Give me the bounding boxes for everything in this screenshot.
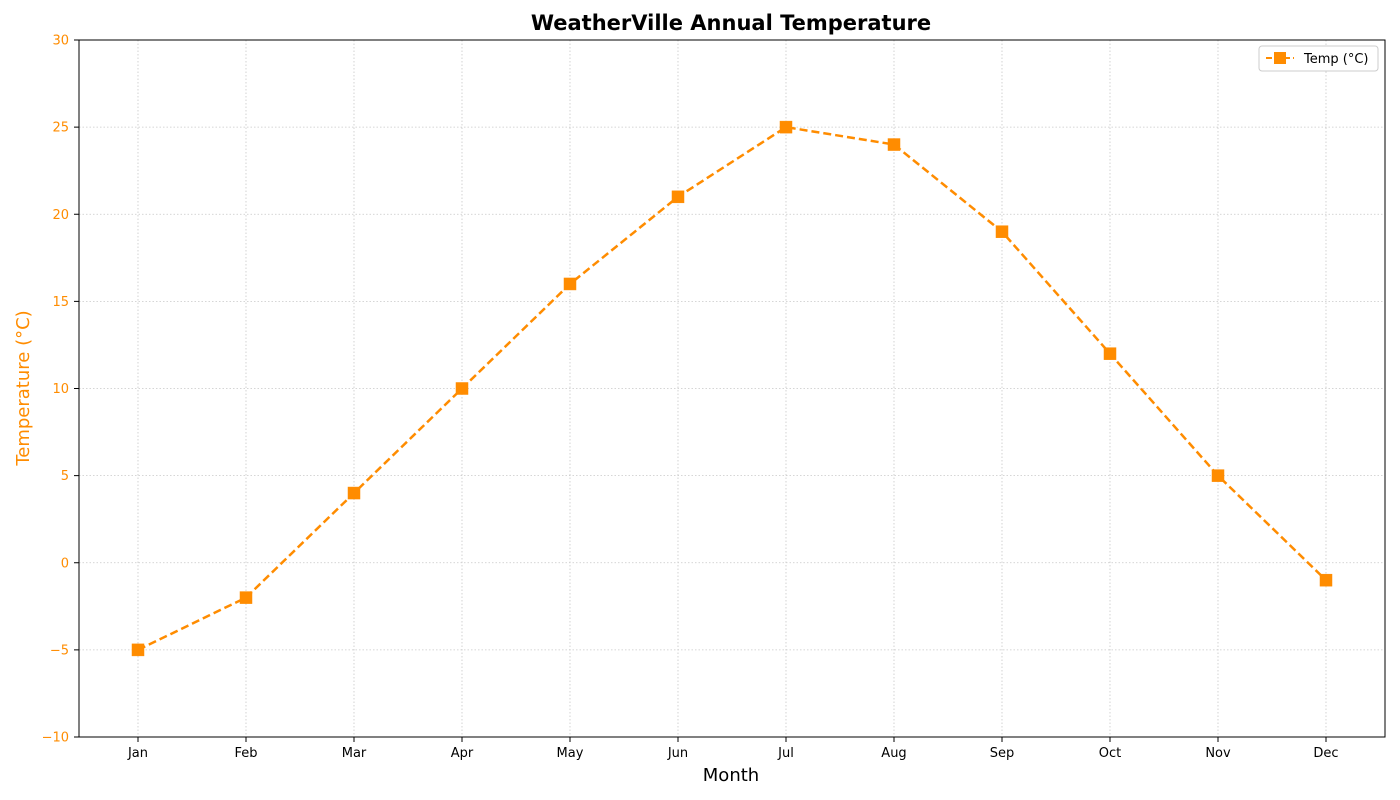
series-layer bbox=[131, 120, 1333, 657]
x-tick-label: Jan bbox=[127, 746, 148, 761]
data-point-jun bbox=[671, 190, 685, 204]
x-tick-label: Jul bbox=[777, 746, 794, 761]
y-ticks: −10 −5 0 5 10 15 20 25 30 bbox=[42, 34, 79, 746]
x-tick-label: Oct bbox=[1099, 746, 1121, 761]
x-tick-label: Dec bbox=[1313, 746, 1338, 761]
series-line-temp bbox=[137, 125, 1327, 652]
y-tick-label: −10 bbox=[42, 731, 69, 746]
x-tick-label: Feb bbox=[234, 746, 257, 761]
legend-box bbox=[1258, 45, 1379, 72]
chart-title: WeatherVille Annual Temperature bbox=[531, 11, 931, 35]
data-point-oct bbox=[1103, 347, 1117, 360]
data-point-apr bbox=[455, 382, 469, 395]
data-point-may bbox=[563, 277, 577, 291]
x-ticks: Jan Feb Mar Apr May Jun Jul Aug Sep Oct Nov Dec bbox=[127, 737, 1339, 761]
data-point-jul bbox=[779, 120, 793, 134]
data-point-dec bbox=[1319, 573, 1333, 587]
data-point-sep bbox=[995, 225, 1009, 238]
x-tick-label: Apr bbox=[451, 746, 474, 761]
grid-layer bbox=[79, 39, 1385, 738]
legend-square-marker-icon bbox=[1274, 52, 1286, 64]
y-tick-label: 25 bbox=[52, 121, 69, 136]
x-tick-label: Aug bbox=[881, 746, 906, 761]
x-tick-label: Nov bbox=[1205, 746, 1231, 761]
y-axis-label: Temperature (°C) bbox=[13, 310, 34, 466]
x-tick-label: May bbox=[557, 746, 584, 761]
y-tick-label: 5 bbox=[61, 469, 69, 484]
y-tick-label: 30 bbox=[52, 34, 69, 49]
data-point-nov bbox=[1211, 469, 1225, 482]
y-tick-label: 0 bbox=[61, 556, 69, 571]
data-point-feb bbox=[239, 591, 253, 604]
x-tick-label: Jun bbox=[667, 746, 688, 761]
y-tick-label: 15 bbox=[52, 295, 69, 310]
x-axis-label: Month bbox=[703, 765, 759, 786]
x-tick-label: Sep bbox=[990, 746, 1015, 761]
y-tick-label: −5 bbox=[50, 643, 69, 658]
x-tick-label: Mar bbox=[342, 746, 367, 761]
data-point-aug bbox=[887, 138, 901, 151]
legend: Temp (°C) bbox=[1258, 45, 1379, 72]
data-point-jan bbox=[131, 643, 145, 657]
legend-label: Temp (°C) bbox=[1303, 52, 1369, 67]
y-tick-label: 20 bbox=[52, 208, 69, 223]
y-tick-label: 10 bbox=[52, 382, 69, 397]
data-point-mar bbox=[347, 486, 361, 500]
